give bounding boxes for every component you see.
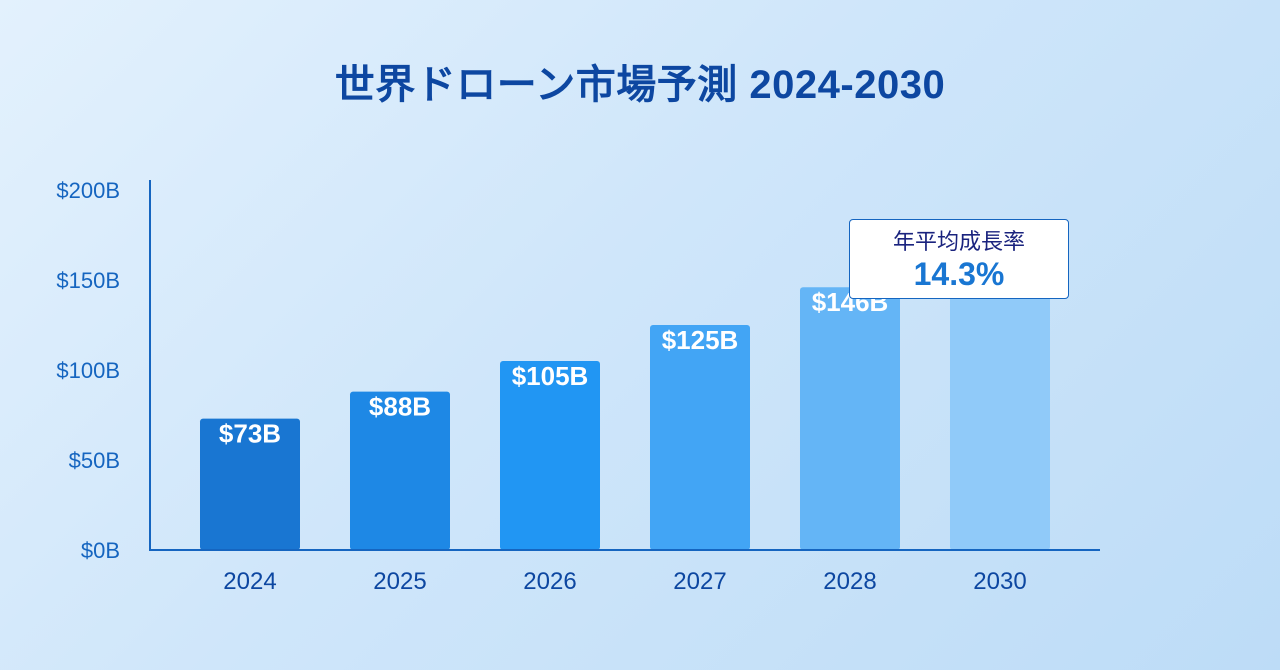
x-tick-label: 2030 [973,568,1026,595]
y-tick-label: $200B [56,178,120,203]
bar-2027 [650,325,750,550]
chart-title: 世界ドローン市場予測 2024-2030 [334,63,946,107]
bar-value-label: $73B [219,419,281,449]
bar-2026 [500,361,600,550]
bar-value-label: $105B [512,361,589,391]
x-tick-label: 2026 [523,568,576,595]
x-tick-label: 2024 [223,568,276,595]
x-tick-label: 2027 [673,568,726,595]
cagr-annotation-box: 年平均成長率 14.3% [849,219,1069,299]
y-tick-label: $0B [81,538,120,563]
y-tick-label: $100B [56,358,120,383]
x-tick-label: 2025 [373,568,426,595]
bar-value-label: $125B [662,325,739,355]
x-axis-labels: 2024 2025 2026 2027 2028 2030 [223,568,1026,595]
cagr-value: 14.3% [913,256,1005,292]
bar-value-label: $88B [369,392,431,422]
cagr-label: 年平均成長率 [892,229,1025,254]
bar-2028 [800,287,900,550]
y-tick-label: $150B [56,268,120,293]
bars-group [200,254,1050,551]
y-axis-ticks: $0B $50B $100B $150B $200B [56,178,120,563]
y-tick-label: $50B [69,448,120,473]
bar-2025 [350,391,450,550]
bar-2030 [950,254,1050,551]
x-tick-label: 2028 [823,568,876,595]
bar-2024 [200,418,300,550]
